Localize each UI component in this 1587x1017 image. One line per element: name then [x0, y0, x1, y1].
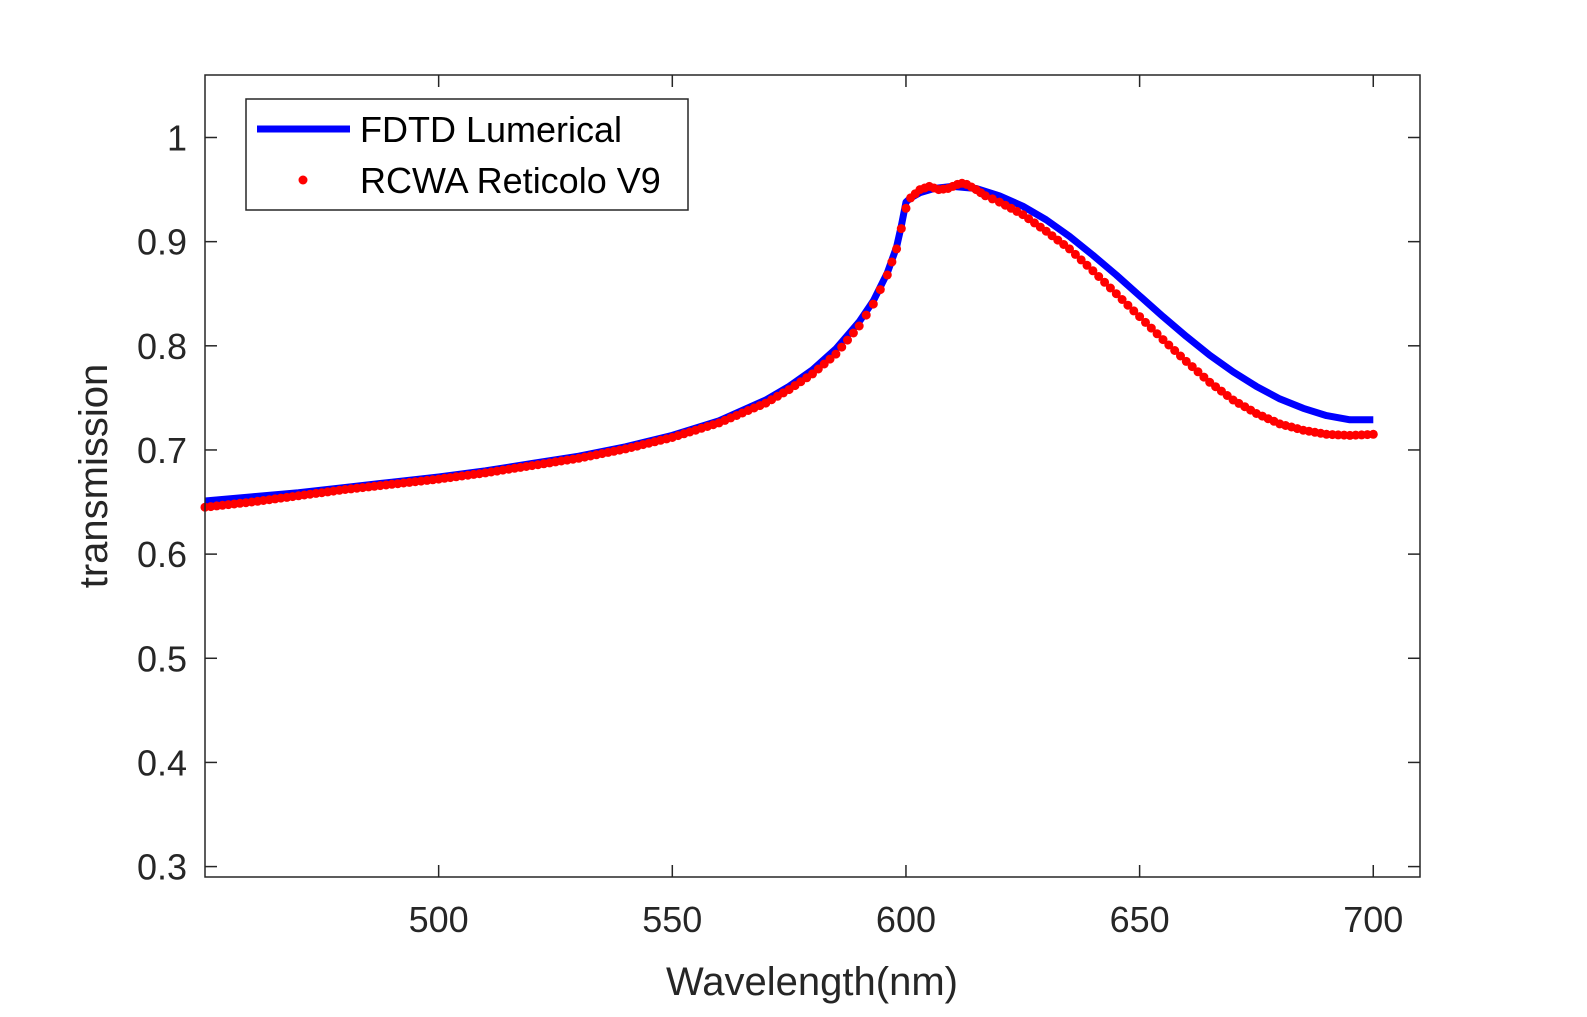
- series-point-rcwa: [1170, 346, 1180, 355]
- series-point-rcwa: [1164, 340, 1174, 350]
- series-point-rcwa: [1135, 312, 1145, 322]
- series-point-rcwa: [1082, 260, 1092, 270]
- x-tick-label: 600: [876, 899, 936, 940]
- x-axis-title: Wavelength(nm): [666, 960, 958, 1004]
- series-point-rcwa: [1176, 351, 1185, 361]
- x-tick-label: 500: [409, 899, 469, 940]
- series-point-rcwa: [1070, 249, 1080, 259]
- series-point-rcwa: [1368, 429, 1378, 439]
- series-point-rcwa: [1076, 255, 1086, 265]
- series-point-rcwa: [1117, 295, 1127, 304]
- x-tick-label: 550: [642, 899, 702, 940]
- y-tick-label: 0.4: [137, 742, 187, 783]
- tick-labels-group: 500 550 600 650 700 0.3 0.4 0.5 0.6 0.7 0.8 0.9 1: [137, 117, 1403, 940]
- series-point-rcwa: [1146, 323, 1156, 333]
- series-point-rcwa: [1158, 335, 1168, 345]
- legend-label-rcwa: RCWA Reticolo V9: [360, 160, 661, 201]
- legend: FDTD Lumerical RCWA Reticolo V9: [245, 98, 689, 211]
- y-axis-title: transmission: [72, 364, 116, 589]
- series-point-rcwa: [1111, 289, 1121, 299]
- series-point-rcwa: [1187, 362, 1197, 372]
- series-point-rcwa: [854, 321, 864, 331]
- y-tick-label: 0.5: [137, 638, 187, 679]
- series-point-rcwa: [825, 354, 835, 364]
- legend-box: [245, 98, 689, 211]
- ticks-group: [205, 75, 1420, 877]
- y-tick-label: 0.7: [137, 430, 187, 471]
- series-point-rcwa: [1193, 367, 1203, 377]
- series-point-rcwa: [837, 342, 847, 352]
- x-tick-label: 650: [1110, 899, 1170, 940]
- series-point-rcwa: [887, 257, 897, 267]
- series-point-rcwa: [1152, 329, 1162, 339]
- series-point-rcwa: [868, 299, 878, 309]
- series-point-rcwa: [843, 335, 852, 345]
- series-point-rcwa: [1100, 277, 1110, 287]
- plot-frame: [204, 74, 1421, 878]
- y-tick-label: 0.3: [137, 847, 187, 888]
- y-tick-label: 0.6: [137, 534, 187, 575]
- series-point-rcwa: [892, 244, 902, 254]
- series-point-rcwa: [831, 349, 841, 359]
- series-point-rcwa: [848, 328, 858, 338]
- legend-label-fdtd: FDTD Lumerical: [360, 109, 622, 150]
- series-point-rcwa: [875, 285, 885, 295]
- series-point-rcwa: [980, 191, 990, 201]
- y-tick-label: 0.9: [137, 222, 187, 263]
- series-point-rcwa: [1088, 266, 1098, 276]
- series-point-rcwa: [901, 203, 911, 213]
- x-tick-label: 700: [1343, 899, 1403, 940]
- series-point-rcwa: [1123, 300, 1133, 310]
- y-tick-label: 0.8: [137, 326, 187, 367]
- series-point-rcwa: [882, 270, 892, 280]
- series-point-rcwa: [1105, 283, 1115, 293]
- series-point-rcwa: [1141, 317, 1150, 327]
- series-point-rcwa: [987, 194, 997, 204]
- series-point-rcwa: [1094, 272, 1104, 281]
- series-point-rcwa: [1181, 356, 1191, 366]
- legend-swatch-rcwa: [298, 175, 308, 185]
- series-point-rcwa: [1065, 244, 1074, 254]
- series-point-rcwa: [1199, 372, 1209, 382]
- series-point-rcwa: [896, 224, 906, 234]
- series-point-rcwa: [861, 310, 871, 320]
- y-tick-label: 1: [167, 117, 187, 158]
- series-point-rcwa: [1129, 306, 1139, 316]
- series-point-rcwa: [813, 364, 823, 374]
- series-layer: [200, 178, 1378, 512]
